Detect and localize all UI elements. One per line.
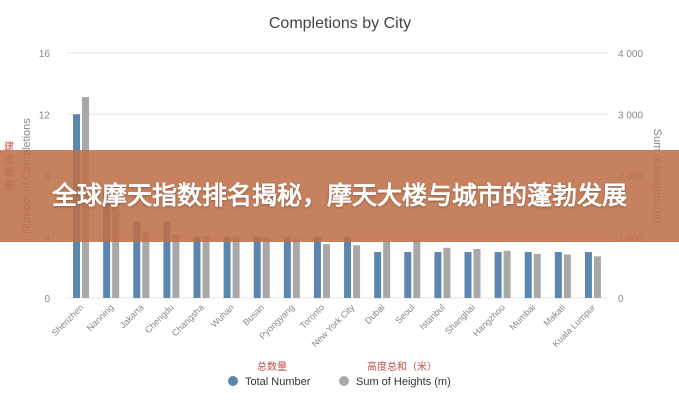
right-tick-label: 3 000 [618, 110, 643, 121]
bar-sum-heights [533, 253, 541, 298]
legend-marker-heights [339, 376, 349, 386]
bar-total-number [283, 236, 291, 298]
x-tick-label: Toronto [298, 302, 326, 330]
bar-sum-heights [172, 234, 180, 298]
bar-total-number [163, 221, 171, 298]
x-tick-label: Hangzhou [471, 302, 507, 338]
x-tick-label: Nanning [85, 302, 116, 333]
x-tick-label: Seoul [393, 302, 416, 325]
legend-marker-total [228, 376, 238, 386]
x-tick-label: Mumbai [507, 302, 537, 332]
legend-label-cn-total: 总数量 [257, 360, 287, 373]
x-tick-label: Jakarta [118, 302, 146, 330]
legend-label-total: Total Number [245, 376, 311, 388]
bar-total-number [584, 252, 592, 298]
x-tick-label: Wuhan [209, 302, 236, 329]
bar-total-number [193, 236, 201, 298]
bar-total-number [223, 236, 231, 298]
headline-banner: 全球摩天指数排名揭秘，摩天大楼与城市的蓬勃发展 [0, 150, 679, 242]
bar-sum-heights [232, 236, 240, 298]
x-tick-label: Dubai [363, 302, 387, 326]
bar-sum-heights [563, 254, 571, 298]
bar-sum-heights [262, 237, 270, 298]
bar-total-number [464, 252, 472, 298]
x-tick-label: Istanbul [417, 302, 446, 331]
left-tick-label: 16 [39, 49, 51, 60]
legend-label-cn-heights: 高度总和（米） [367, 360, 437, 373]
bar-sum-heights [443, 247, 451, 298]
bar-total-number [253, 236, 261, 298]
left-tick-label: 12 [39, 110, 51, 121]
bar-sum-heights [473, 249, 481, 298]
bar-total-number [404, 252, 412, 298]
bar-sum-heights [112, 192, 120, 298]
legend: 总数量 高度总和（米） Total Number Sum of Heights … [228, 360, 451, 388]
bar-total-number [313, 236, 321, 298]
left-tick-label: 0 [44, 294, 50, 305]
bar-total-number [344, 236, 352, 298]
bar-total-number [494, 252, 502, 298]
bar-total-number [133, 221, 141, 298]
bar-sum-heights [503, 250, 511, 298]
bar-sum-heights [383, 241, 391, 298]
right-tick-label: 0 [618, 294, 624, 305]
bar-sum-heights [202, 236, 210, 298]
chart-title: Completions by City [269, 15, 411, 32]
bar-sum-heights [322, 244, 330, 298]
bar-sum-heights [292, 239, 300, 298]
bar-total-number [554, 252, 562, 298]
headline-text: 全球摩天指数排名揭秘，摩天大楼与城市的蓬勃发展 [51, 181, 627, 210]
bar-total-number [524, 252, 532, 298]
right-tick-label: 4 000 [618, 49, 643, 60]
bar-total-number [374, 252, 382, 298]
x-tick-label: Makati [541, 302, 567, 328]
bar-sum-heights [142, 231, 150, 298]
bar-total-number [103, 190, 111, 298]
x-tick-label: Busan [241, 302, 266, 327]
legend-label-heights: Sum of Heights (m) [356, 376, 451, 388]
x-tick-label: Shenzhen [50, 302, 86, 338]
bar-sum-heights [593, 256, 601, 298]
bar-total-number [434, 252, 442, 298]
bar-sum-heights [353, 245, 361, 298]
bar-sum-heights [413, 239, 421, 298]
x-tick-label: Changsha [170, 302, 206, 338]
